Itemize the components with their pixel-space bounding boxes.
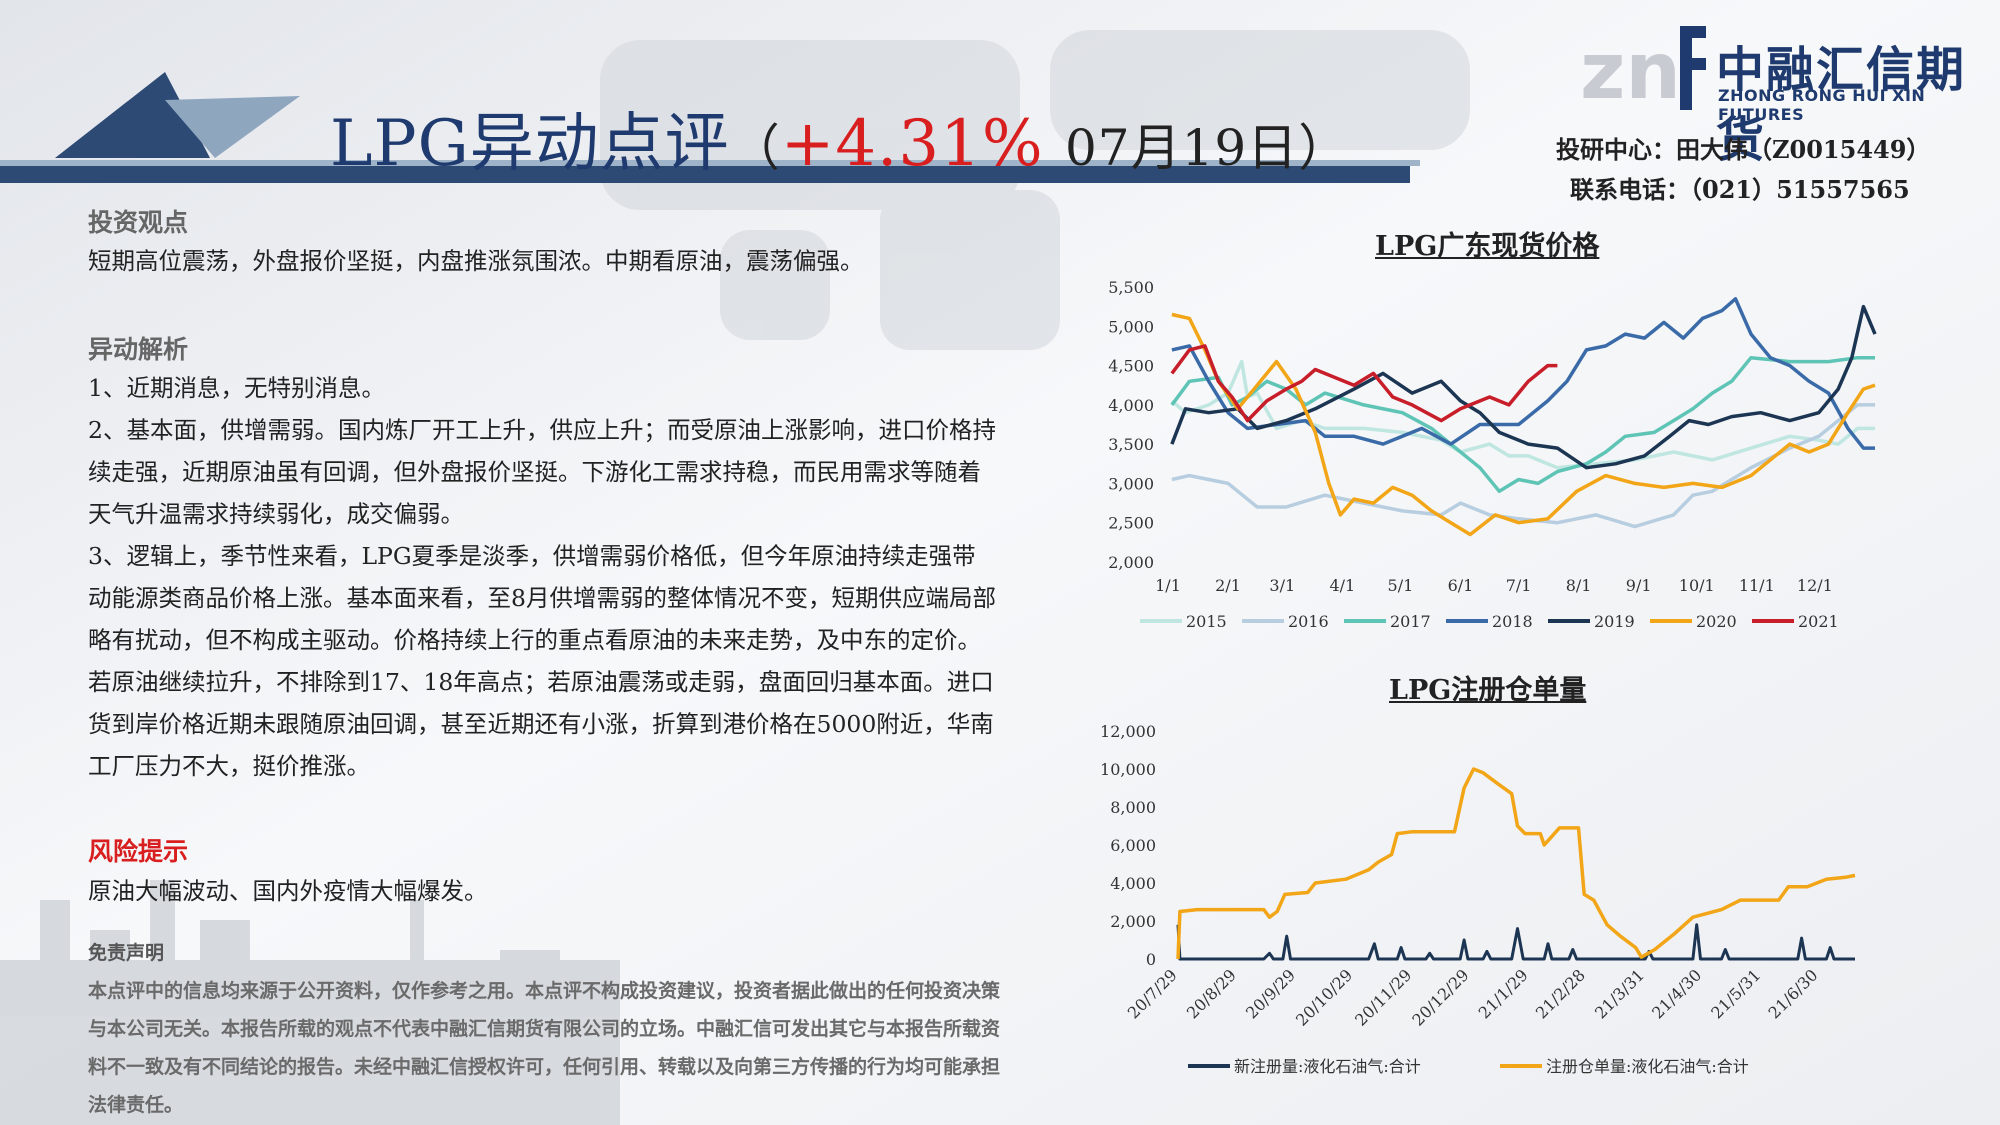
x-tick-label: 20/7/29 bbox=[1124, 965, 1181, 1022]
risk-heading: 风险提示 bbox=[88, 837, 189, 866]
header-bar bbox=[0, 165, 1410, 183]
researcher-info: 投研中心：田大伟（Z0015449） bbox=[1556, 135, 1931, 164]
x-tick-label: 21/4/30 bbox=[1648, 965, 1705, 1022]
series-line-2018 bbox=[1171, 297, 1875, 450]
series-line-2019 bbox=[1170, 304, 1877, 470]
title-change-percent: +4.31% bbox=[780, 107, 1044, 181]
title-date: 07月19日 bbox=[1064, 119, 1299, 177]
legend-label-2018: 2018 bbox=[1492, 612, 1533, 631]
svg-text:zn: zn bbox=[1580, 27, 1681, 117]
legend-label-2017: 2017 bbox=[1390, 612, 1431, 631]
y-tick-label: 8,000 bbox=[1110, 798, 1156, 817]
x-tick-label: 6/1 bbox=[1448, 576, 1474, 595]
y-tick-label: 2,000 bbox=[1110, 912, 1156, 931]
price-line-chart: 2,000 2,500 3,000 3,500 4,000 4,500 5,000 5,500… bbox=[1108, 278, 1877, 631]
y-tick-label: 5,500 bbox=[1108, 278, 1154, 297]
analysis-heading: 异动解析 bbox=[88, 335, 189, 364]
x-tick-label: 20/12/29 bbox=[1408, 965, 1472, 1029]
title-paren-open: （ bbox=[729, 119, 781, 177]
phone-info: 联系电话：（021）51557565 bbox=[1570, 175, 1910, 204]
legend-label-2019: 2019 bbox=[1594, 612, 1635, 631]
disclaimer-text: 本点评中的信息均来源于公开资料，仅作参考之用。本点评不构成投资建议，投资者据此做… bbox=[88, 980, 1001, 1116]
series-line-registered-receipts bbox=[1176, 767, 1856, 960]
warehouse-receipt-chart: 0 2,000 4,000 6,000 8,000 10,000 12,000 20/7/29… bbox=[1100, 722, 1856, 1076]
y-tick-label: 4,500 bbox=[1108, 357, 1154, 376]
x-tick-label: 9/1 bbox=[1626, 576, 1652, 595]
company-name-en: ZHONG RONG HUI XIN FUTURES bbox=[1718, 86, 1926, 124]
view-text: 短期高位震荡，外盘报价坚挺，内盘推涨氛围浓。中期看原油，震荡偏强。 bbox=[88, 247, 864, 275]
page-title: LPG异动点评（+4.31% 07月19日） bbox=[330, 92, 1349, 184]
view-heading: 投资观点 bbox=[88, 208, 189, 237]
x-tick-label: 5/1 bbox=[1388, 576, 1414, 595]
y-tick-label: 10,000 bbox=[1100, 760, 1156, 779]
x-tick-label: 4/1 bbox=[1329, 576, 1355, 595]
title-paren-close: ） bbox=[1298, 119, 1350, 177]
x-tick-label: 11/1 bbox=[1739, 576, 1775, 595]
legend-label-2015: 2015 bbox=[1186, 612, 1227, 631]
company-name-cn: 中融汇信期货 bbox=[1716, 42, 1967, 168]
legend-label-2021: 2021 bbox=[1798, 612, 1839, 631]
legend-label-2016: 2016 bbox=[1288, 612, 1329, 631]
y-tick-label: 6,000 bbox=[1110, 836, 1156, 855]
x-tick-label: 8/1 bbox=[1566, 576, 1592, 595]
chart2-title: LPG注册仓单量 bbox=[1389, 675, 1587, 706]
y-tick-label: 4,000 bbox=[1110, 874, 1156, 893]
x-tick-label: 21/6/30 bbox=[1765, 965, 1822, 1022]
series-line-2021 bbox=[1170, 344, 1558, 423]
x-tick-label: 2/1 bbox=[1215, 576, 1241, 595]
y-tick-label: 3,000 bbox=[1108, 474, 1154, 493]
y-tick-label: 12,000 bbox=[1100, 722, 1156, 741]
x-tick-label: 3/1 bbox=[1269, 576, 1295, 595]
analysis-item-3: 3、逻辑上，季节性来看，LPG夏季是淡季，供增需弱价格低，但今年原油持续走强带动… bbox=[88, 542, 996, 780]
x-tick-label: 21/1/29 bbox=[1475, 965, 1532, 1022]
x-tick-label: 20/8/29 bbox=[1183, 965, 1240, 1022]
series-line-2020 bbox=[1171, 312, 1876, 537]
series-line-2015 bbox=[1170, 359, 1875, 470]
header-triangle bbox=[55, 72, 210, 158]
x-tick-label: 1/1 bbox=[1155, 576, 1181, 595]
skyline-silhouette bbox=[0, 880, 620, 1125]
y-tick-label: 4,000 bbox=[1108, 396, 1154, 415]
title-main: LPG异动点评 bbox=[330, 107, 730, 181]
x-tick-label: 20/11/29 bbox=[1351, 965, 1415, 1029]
company-logo-mark: zn bbox=[1580, 26, 1706, 117]
x-tick-label: 7/1 bbox=[1506, 576, 1532, 595]
x-tick-label: 20/9/29 bbox=[1242, 965, 1299, 1022]
y-tick-label: 5,000 bbox=[1108, 317, 1154, 336]
x-tick-label: 21/5/31 bbox=[1707, 965, 1764, 1022]
legend-label: 注册仓单量:液化石油气:合计 bbox=[1546, 1057, 1749, 1076]
x-tick-label: 21/2/28 bbox=[1532, 965, 1589, 1022]
y-tick-label: 0 bbox=[1146, 950, 1156, 969]
chart1-title: LPG广东现货价格 bbox=[1375, 231, 1600, 262]
legend-label-2020: 2020 bbox=[1696, 612, 1737, 631]
y-tick-label: 2,000 bbox=[1108, 553, 1154, 572]
x-tick-label: 20/10/29 bbox=[1292, 965, 1356, 1029]
series-line-new-registrations bbox=[1176, 923, 1855, 961]
legend-label: 新注册量:液化石油气:合计 bbox=[1234, 1057, 1421, 1076]
series-line-2017 bbox=[1170, 355, 1875, 494]
analysis-item-2: 2、基本面，供增需弱。国内炼厂开工上升，供应上升；而受原油上涨影响，进口价格持续… bbox=[88, 416, 996, 528]
x-tick-label: 21/3/31 bbox=[1591, 965, 1648, 1022]
disclaimer-heading: 免责声明 bbox=[88, 942, 165, 964]
analysis-item-1: 1、近期消息，无特别消息。 bbox=[88, 374, 385, 402]
risk-text: 原油大幅波动、国内外疫情大幅爆发。 bbox=[88, 877, 488, 905]
x-tick-label: 10/1 bbox=[1679, 576, 1715, 595]
y-tick-label: 3,500 bbox=[1108, 435, 1154, 454]
y-tick-label: 2,500 bbox=[1108, 514, 1154, 533]
x-tick-label: 12/1 bbox=[1797, 576, 1833, 595]
